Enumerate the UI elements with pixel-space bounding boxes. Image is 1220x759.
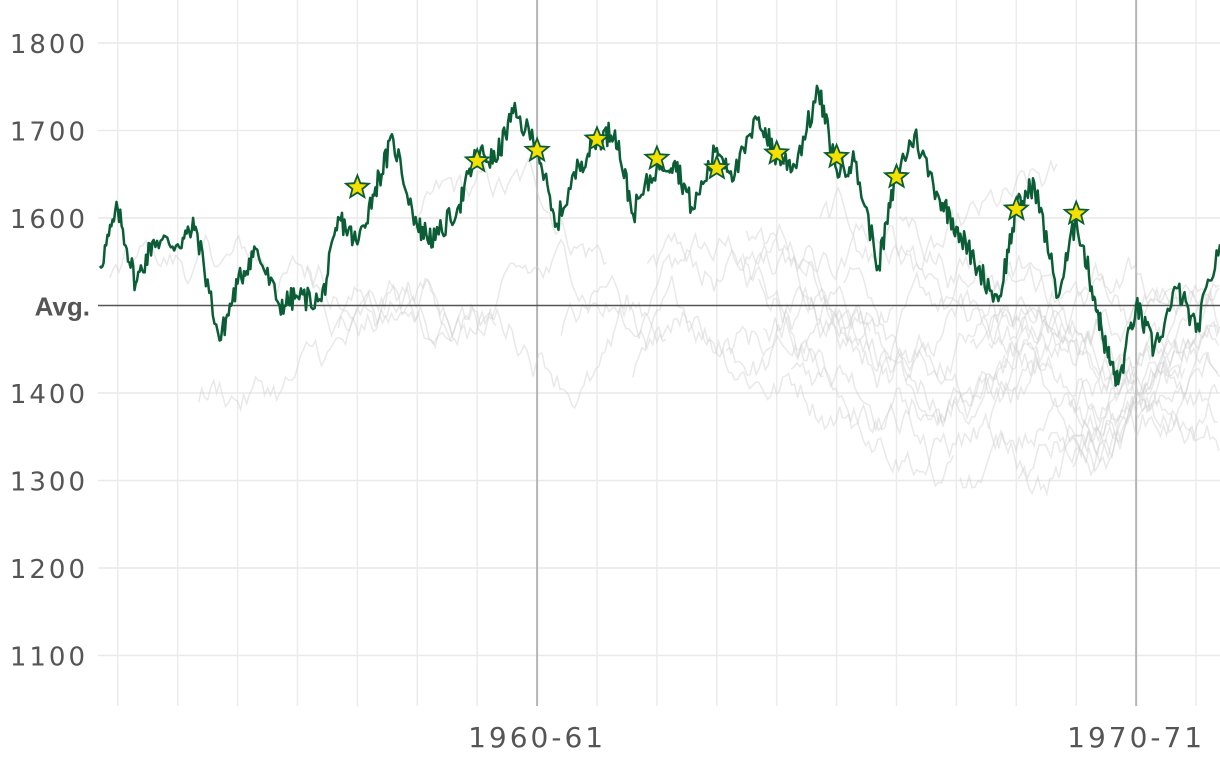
y-tick-label: 1700	[10, 118, 88, 148]
average-label: Avg.	[35, 292, 90, 322]
x-tick-label: 1960-61	[468, 721, 606, 754]
star-marker	[583, 124, 611, 152]
background-series-line	[725, 297, 871, 377]
y-tick-label: 1100	[10, 643, 88, 673]
background-series-line	[1047, 324, 1220, 465]
background-series-line	[1071, 337, 1219, 445]
star-marker	[822, 142, 851, 169]
background-series-line	[959, 361, 1186, 497]
background-series-line	[1072, 319, 1220, 468]
background-series-line	[1002, 256, 1196, 369]
grid	[98, 0, 1220, 706]
star-markers	[343, 124, 1090, 226]
background-series-line	[305, 263, 454, 350]
background-series	[109, 156, 1220, 497]
star-marker	[1062, 199, 1090, 226]
star-marker	[343, 172, 372, 200]
background-series-line	[414, 156, 608, 266]
background-series-line	[758, 278, 1062, 386]
y-tick-label: 1200	[10, 555, 88, 585]
star-marker	[1002, 194, 1031, 222]
background-series-line	[1067, 323, 1219, 415]
background-series-line	[646, 230, 894, 339]
background-series-line	[790, 288, 1220, 477]
y-tick-label: 1600	[10, 205, 88, 235]
background-series-line	[741, 240, 1124, 428]
star-marker	[523, 136, 551, 163]
y-tick-label: 1800	[10, 30, 88, 60]
highlight-series-line	[98, 84, 1220, 387]
background-series-line	[632, 275, 955, 488]
background-series-line	[560, 248, 1006, 436]
y-tick-label: 1300	[10, 468, 88, 498]
background-series-line	[109, 233, 497, 347]
axis-labels: 1800 1700 1600 Avg. 1400 1300 1200 1100 1960-61 1…	[10, 30, 1205, 754]
star-marker	[463, 146, 491, 173]
background-series-line	[843, 262, 1064, 373]
y-tick-label: 1400	[10, 380, 88, 410]
star-marker	[643, 144, 671, 171]
highlight-series-group	[98, 84, 1220, 387]
background-series-line	[1072, 399, 1218, 445]
background-series-line	[899, 215, 1162, 396]
background-series-line	[819, 158, 1058, 271]
star-marker	[703, 153, 731, 180]
background-series-line	[969, 304, 1220, 452]
background-series-line	[762, 285, 1052, 404]
background-series-line	[798, 224, 1214, 369]
star-marker	[882, 162, 911, 189]
background-series-line	[988, 286, 1182, 377]
x-tick-label: 1970-71	[1067, 721, 1205, 754]
background-series-line	[337, 277, 824, 410]
background-series-line	[197, 238, 667, 413]
background-series-line	[905, 357, 1219, 457]
background-series-line	[988, 351, 1220, 477]
star-marker	[762, 138, 791, 166]
